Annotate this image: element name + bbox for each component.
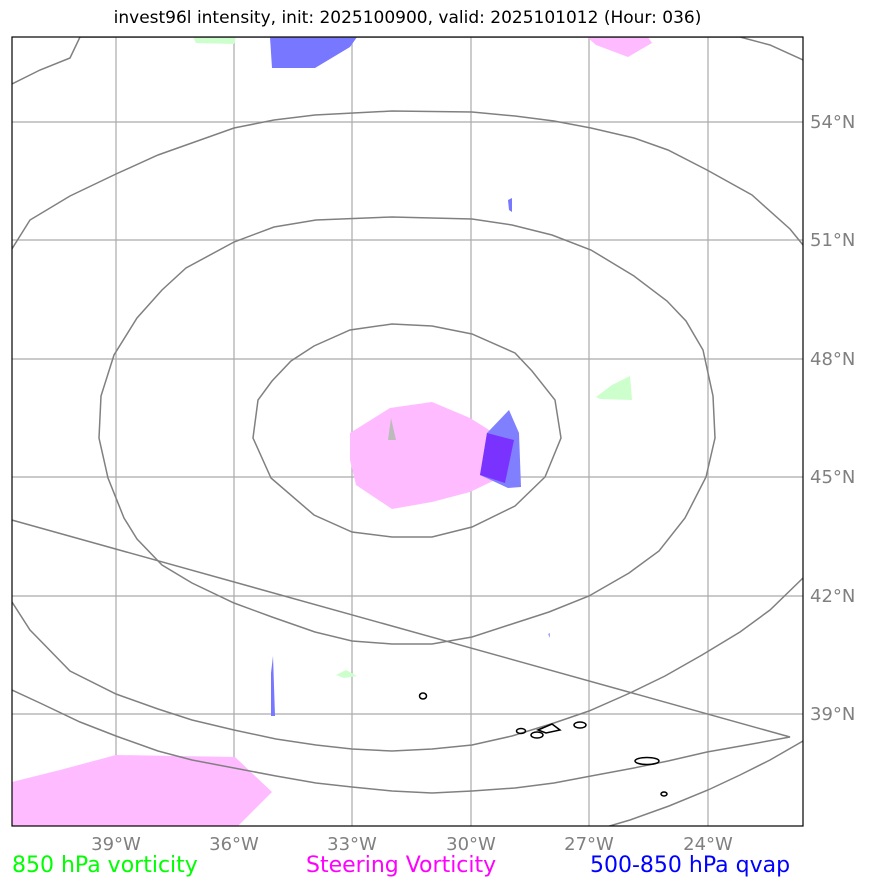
qvap-small xyxy=(508,198,512,212)
graticule xyxy=(12,37,803,826)
steering-vorticity-field xyxy=(12,37,652,826)
coastlines xyxy=(418,692,668,797)
qvap-north xyxy=(270,37,357,68)
lat-label-54n: 54°N xyxy=(810,112,855,133)
longitude-labels: 39°W 36°W 33°W 30°W 27°W 24°W xyxy=(91,834,733,855)
vorticity-850-center xyxy=(388,418,396,440)
qvap-center-overlap xyxy=(480,433,514,483)
qvap-south-streak xyxy=(271,656,275,716)
island-2 xyxy=(515,727,527,735)
steering-vorticity-north xyxy=(587,37,652,57)
island-5 xyxy=(573,721,587,729)
vorticity-850-east xyxy=(596,376,632,400)
legend-steering-vorticity: Steering Vorticity xyxy=(306,853,497,878)
qvap-tiny xyxy=(548,633,550,638)
lon-label-30w: 30°W xyxy=(446,834,496,855)
island-3 xyxy=(530,731,544,739)
lon-label-39w: 39°W xyxy=(91,834,141,855)
lat-label-42n: 42°N xyxy=(810,586,855,607)
island-7 xyxy=(660,791,668,797)
island-6 xyxy=(634,756,660,766)
lat-label-48n: 48°N xyxy=(810,349,855,370)
island-4 xyxy=(535,723,562,734)
lon-label-24w: 24°W xyxy=(683,834,733,855)
steering-vorticity-southwest xyxy=(12,755,272,826)
contour-ring-2 xyxy=(98,216,716,645)
vorticity-850-north xyxy=(193,37,236,44)
legend-qvap: 500-850 hPa qvap xyxy=(590,853,791,878)
lat-label-45n: 45°N xyxy=(810,467,855,488)
map-frame xyxy=(11,36,804,827)
steering-vorticity-center xyxy=(350,402,505,509)
lon-label-33w: 33°W xyxy=(327,834,377,855)
contour-lines xyxy=(12,37,803,826)
qvap-field xyxy=(270,37,550,716)
lon-label-36w: 36°W xyxy=(209,834,259,855)
contour-ring-1 xyxy=(252,323,562,538)
contour-ring-3 xyxy=(12,110,803,752)
map-title: invest96l intensity, init: 2025100900, v… xyxy=(113,8,702,28)
vorticity-850-south xyxy=(336,670,357,678)
lat-label-39n: 39°N xyxy=(810,704,855,725)
lon-label-27w: 27°W xyxy=(564,834,614,855)
island-1 xyxy=(418,692,428,700)
vorticity-850-field xyxy=(193,37,632,678)
contour-ring-4 xyxy=(12,37,803,826)
lat-label-51n: 51°N xyxy=(810,230,855,251)
latitude-labels: 54°N 51°N 48°N 45°N 42°N 39°N xyxy=(810,112,855,725)
legend-850-vorticity: 850 hPa vorticity xyxy=(12,853,198,878)
